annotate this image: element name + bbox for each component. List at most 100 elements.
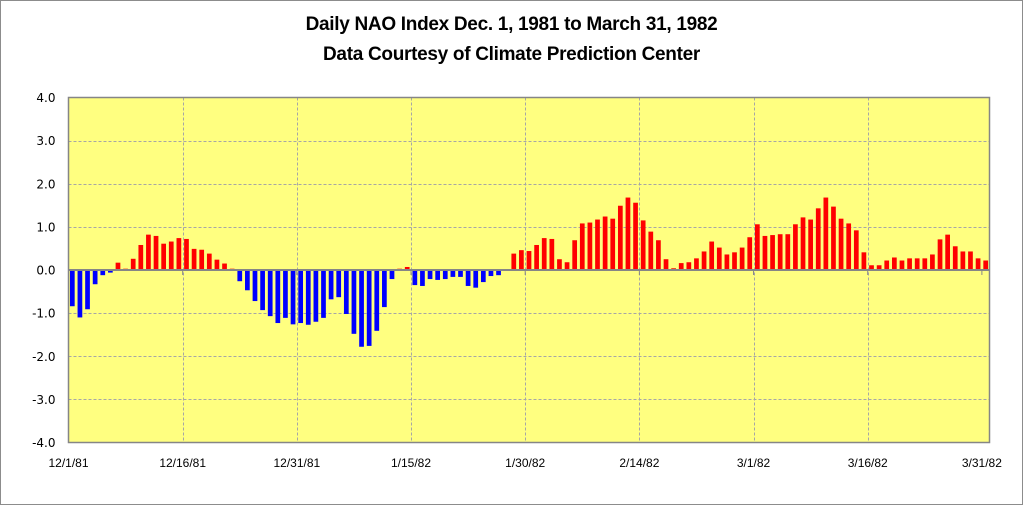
bar-negative — [450, 270, 456, 277]
bar-positive — [869, 265, 874, 270]
bar-positive — [587, 222, 593, 270]
y-tick-label: 0.0 — [36, 264, 55, 278]
axes — [67, 96, 991, 444]
bar-negative — [313, 270, 319, 322]
bar-positive — [176, 238, 182, 270]
bar-positive — [884, 260, 890, 270]
bar-negative — [260, 270, 265, 311]
x-axis-ticks: 12/1/81 12/16/81 12/31/81 1/15/82 1/30/82 2/1… — [48, 456, 1002, 470]
bar-positive — [153, 235, 159, 270]
bar-negative — [336, 270, 342, 298]
bar-positive — [754, 224, 760, 270]
bar-positive — [815, 208, 821, 270]
bar-positive — [168, 241, 174, 270]
bar-positive — [694, 258, 699, 270]
bars — [69, 197, 989, 347]
bar-negative — [108, 270, 113, 273]
bar-negative — [473, 270, 479, 288]
bar-positive — [838, 218, 844, 270]
bar-negative — [237, 270, 243, 282]
bar-positive — [633, 202, 638, 270]
bar-positive — [952, 246, 958, 270]
x-tick-label: 3/31/82 — [962, 456, 1002, 470]
bar-positive — [519, 250, 524, 270]
bar-positive — [610, 218, 616, 270]
bar-negative — [283, 270, 288, 318]
bar-positive — [572, 240, 578, 270]
bar-negative — [245, 270, 250, 291]
y-tick-label: 2.0 — [36, 177, 55, 191]
bar-positive — [701, 251, 707, 270]
bar-positive — [686, 262, 692, 270]
bar-positive — [876, 265, 882, 270]
bar-negative — [488, 270, 494, 277]
bar-positive — [861, 252, 867, 270]
bar-positive — [899, 260, 905, 270]
bar-negative — [427, 270, 433, 280]
bar-negative — [389, 270, 395, 280]
bar-positive — [709, 241, 715, 270]
x-tick-label: 3/1/82 — [737, 456, 771, 470]
bar-positive — [617, 205, 623, 270]
bar-positive — [724, 254, 730, 270]
bar-negative — [290, 270, 296, 325]
x-tick-label: 3/16/82 — [848, 456, 888, 470]
x-tick-label: 1/15/82 — [391, 456, 431, 470]
bar-positive — [541, 238, 547, 270]
bar-positive — [678, 263, 684, 270]
bar-negative — [359, 270, 364, 347]
bar-positive — [115, 262, 121, 270]
bar-positive — [146, 234, 151, 270]
bar-positive — [892, 257, 897, 270]
bar-positive — [404, 266, 410, 270]
y-tick-label: 3.0 — [36, 134, 55, 148]
bar-positive — [831, 206, 836, 270]
bar-negative — [328, 270, 334, 300]
bar-negative — [458, 270, 463, 277]
bar-negative — [420, 270, 425, 286]
y-tick-label: 4.0 — [36, 91, 55, 105]
chart-title: Daily NAO Index Dec. 1, 1981 to March 31… — [305, 14, 718, 35]
bar-positive — [564, 262, 570, 270]
bar-negative — [305, 270, 311, 325]
bar-positive — [907, 258, 912, 270]
bar-positive — [732, 252, 737, 270]
bar-positive — [579, 223, 585, 270]
bar-positive — [526, 251, 532, 270]
x-tick-label: 12/31/81 — [273, 456, 320, 470]
bar-positive — [222, 263, 227, 270]
bar-negative — [442, 270, 448, 280]
bar-positive — [511, 253, 517, 270]
bar-positive — [823, 197, 829, 270]
bar-positive — [922, 258, 928, 270]
bar-positive — [534, 244, 539, 270]
bar-positive — [206, 253, 212, 270]
bar-positive — [130, 258, 136, 270]
bar-positive — [648, 231, 654, 270]
bar-positive — [968, 251, 973, 270]
bar-positive — [199, 249, 205, 270]
bar-positive — [960, 251, 966, 270]
y-axis-ticks: 4.0 3.0 2.0 1.0 0.0 -1.0 -2.0 -3.0 -4.0 — [32, 91, 55, 450]
bar-positive — [983, 260, 989, 270]
bar-positive — [800, 217, 806, 270]
bar-positive — [945, 234, 950, 270]
bar-negative — [480, 270, 486, 283]
bar-positive — [640, 220, 646, 270]
bar-positive — [214, 259, 220, 270]
bar-negative — [252, 270, 258, 302]
bar-positive — [777, 234, 783, 270]
bar-negative — [351, 270, 357, 334]
bar-negative — [382, 270, 387, 308]
bar-positive — [785, 234, 791, 270]
bar-negative — [77, 270, 83, 318]
bar-positive — [770, 235, 775, 270]
x-tick-label: 12/16/81 — [159, 456, 206, 470]
bar-positive — [853, 230, 859, 270]
bar-negative — [343, 270, 349, 314]
bar-positive — [656, 240, 661, 270]
y-tick-label: -4.0 — [32, 436, 55, 450]
bar-positive — [602, 216, 608, 270]
bar-negative — [412, 270, 418, 286]
